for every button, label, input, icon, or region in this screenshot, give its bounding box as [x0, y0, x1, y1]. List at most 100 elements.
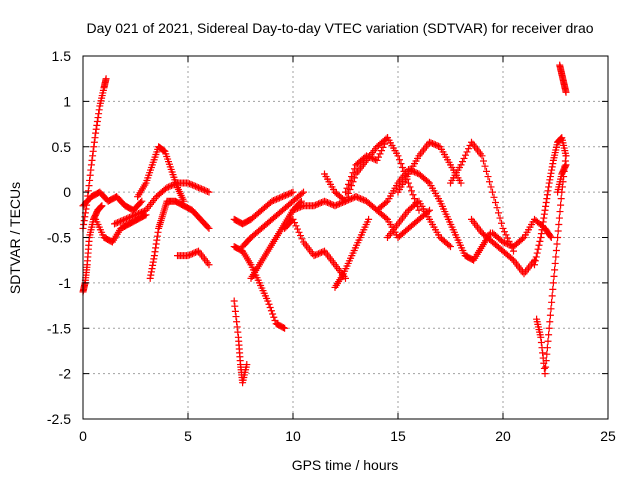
data-point [118, 217, 126, 225]
data-point [279, 324, 287, 332]
data-point [480, 157, 487, 165]
data-point [552, 246, 560, 254]
data-point [457, 161, 465, 169]
data-point [192, 248, 199, 256]
data-point [462, 151, 469, 159]
series-arc24 [447, 138, 517, 255]
data-point [289, 206, 297, 214]
data-point [345, 180, 352, 188]
series-arc28 [533, 152, 570, 378]
data-point [365, 215, 373, 223]
data-point [375, 153, 382, 161]
data-point [379, 143, 387, 151]
data-point [201, 186, 208, 194]
data-point [426, 206, 433, 214]
data-point [435, 142, 442, 150]
data-point [92, 125, 100, 133]
data-point [102, 75, 110, 83]
data-point [190, 182, 198, 190]
data-point [133, 210, 141, 218]
series-arc4 [92, 211, 150, 246]
data-point [274, 195, 282, 203]
data-point [298, 189, 306, 197]
data-point [121, 215, 129, 223]
data-point [556, 208, 564, 216]
data-point [186, 180, 193, 188]
data-point [547, 234, 555, 241]
data-point [348, 182, 355, 190]
data-point [502, 231, 510, 239]
data-point [265, 300, 273, 308]
data-point [295, 204, 303, 212]
series-arc25 [468, 215, 538, 278]
data-point [120, 216, 127, 224]
data-point [172, 180, 180, 188]
data-point [492, 198, 499, 206]
data-point [289, 188, 297, 196]
data-point [433, 141, 441, 149]
data-point [483, 167, 490, 175]
data-point [117, 217, 124, 225]
data-point [549, 160, 557, 168]
data-point [315, 200, 322, 208]
data-point [312, 201, 319, 209]
x-tick-label: 10 [285, 428, 301, 444]
data-point [349, 169, 357, 177]
data-point [486, 178, 493, 186]
data-point [531, 261, 538, 269]
x-axis-label: GPS time / hours [292, 457, 399, 473]
data-point [508, 255, 516, 263]
data-point [545, 331, 553, 339]
data-point [138, 208, 145, 216]
data-point [264, 297, 272, 305]
data-point [298, 202, 306, 210]
data-point [543, 350, 551, 358]
data-point [192, 182, 199, 190]
data-point [283, 191, 291, 199]
series-arc29 [556, 61, 570, 96]
series-arc19 [352, 193, 433, 241]
data-point [358, 195, 366, 203]
series-arc8 [174, 247, 213, 269]
data-point [465, 145, 472, 153]
data-point [415, 206, 423, 214]
series-arc2 [79, 202, 106, 296]
data-point [80, 217, 88, 225]
data-point [490, 193, 498, 201]
data-point [310, 252, 318, 260]
data-point [288, 189, 295, 197]
data-point [424, 178, 432, 186]
data-point [342, 197, 349, 205]
data-point [337, 199, 345, 207]
data-point [289, 215, 297, 223]
data-point [460, 154, 468, 162]
data-point [549, 279, 557, 287]
grid [83, 56, 608, 419]
data-point [552, 253, 560, 261]
series-arc3 [79, 188, 146, 214]
data-point [195, 184, 202, 192]
data-point [349, 178, 357, 186]
data-point [555, 214, 563, 222]
data-point [463, 148, 471, 156]
data-point [163, 184, 171, 192]
series-arc22 [384, 197, 454, 251]
data-point [376, 150, 384, 158]
data-point [187, 180, 195, 188]
data-point [562, 161, 570, 169]
data-point [130, 211, 138, 219]
data-point [271, 316, 279, 324]
data-point [540, 214, 548, 222]
data-point [129, 212, 136, 220]
data-point [429, 140, 436, 148]
data-point [484, 173, 492, 181]
data-point [313, 200, 321, 208]
data-point [294, 225, 301, 233]
data-point [542, 202, 550, 210]
data-point [313, 250, 321, 258]
series-arc12 [239, 188, 307, 251]
data-point [555, 221, 563, 229]
data-point [292, 222, 300, 230]
data-point [543, 344, 551, 352]
data-point [138, 197, 146, 205]
